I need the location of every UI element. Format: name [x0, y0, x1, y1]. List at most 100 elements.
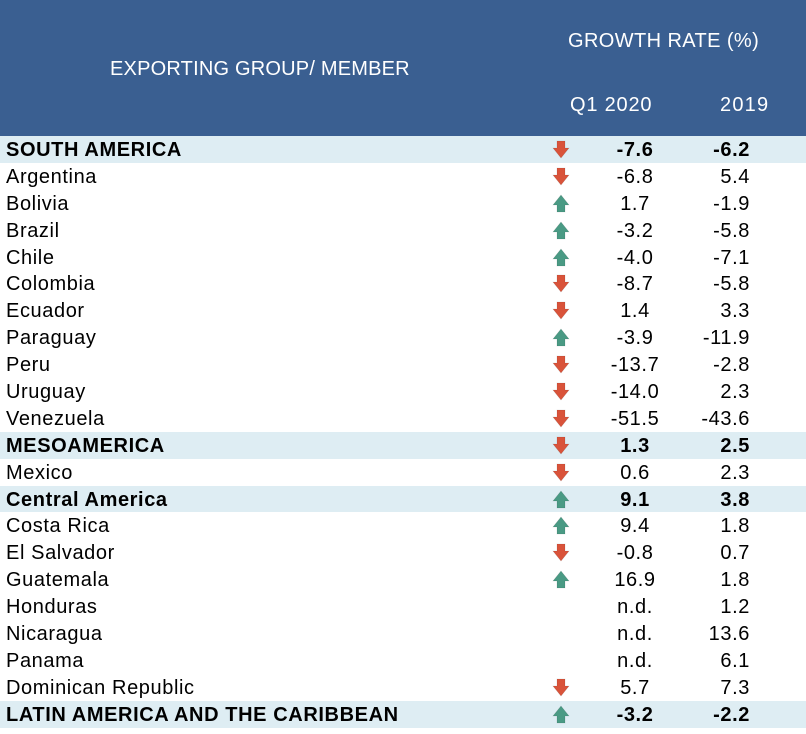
table-header: EXPORTING GROUP/ MEMBER GROWTH RATE (%) …	[0, 0, 806, 136]
arrow-down-icon	[552, 302, 570, 320]
arrow-up-icon	[552, 516, 570, 535]
arrow-down-icon	[552, 544, 570, 562]
member-name: Mexico	[6, 461, 73, 484]
table-row: Peru -13.7 -2.8	[0, 351, 806, 378]
q1-2020-value: n.d.	[617, 623, 653, 646]
arrow-up-icon	[552, 570, 570, 589]
q1-2020-value: 5.7	[620, 676, 650, 699]
2019-value: 2.3	[720, 381, 750, 404]
arrow-up-icon	[552, 194, 570, 213]
2019-value: 5.4	[720, 165, 750, 188]
arrow-down-icon	[552, 678, 570, 697]
member-name: Colombia	[6, 273, 96, 296]
table-row: Guatemala 16.9 1.8	[0, 566, 806, 593]
member-name: Paraguay	[6, 327, 97, 350]
member-name: Peru	[6, 354, 51, 377]
2019-value: -7.1	[713, 246, 750, 269]
member-name: Chile	[6, 246, 55, 269]
member-name: Costa Rica	[6, 515, 110, 538]
table-row: Argentina -6.8 5.4	[0, 163, 806, 190]
q1-2020-value: 1.7	[620, 192, 650, 215]
arrow-down-icon	[552, 409, 570, 428]
table-row: Ecuador 1.4 3.3	[0, 297, 806, 324]
q1-2020-value: -3.9	[616, 327, 654, 350]
q1-2020-value: -6.8	[616, 165, 654, 188]
2019-value: 1.8	[720, 515, 750, 538]
growth-rate-header: GROWTH RATE (%)	[568, 30, 760, 52]
q1-2020-value: -7.6	[616, 139, 654, 161]
q1-2020-value: 1.3	[620, 434, 650, 457]
2019-value: 6.1	[720, 649, 750, 672]
table-row: El Salvador -0.8 0.7	[0, 539, 806, 566]
2019-value: 13.6	[708, 623, 750, 646]
table-row: Nicaragua n.d. 13.6	[0, 620, 806, 647]
table-row: Panama n.d. 6.1	[0, 647, 806, 674]
arrow-down-icon	[552, 355, 570, 374]
q1-2020-value: -13.7	[610, 354, 660, 377]
arrow-up-icon	[552, 705, 570, 724]
member-name: Guatemala	[6, 569, 110, 592]
q1-2020-value: 1.4	[620, 300, 650, 323]
q1-2020-value: -3.2	[616, 703, 654, 726]
q1-2020-value: n.d.	[617, 649, 653, 672]
q1-2020-value: -4.0	[616, 246, 654, 269]
2019-value: 2.5	[720, 434, 750, 457]
member-name: Panama	[6, 649, 85, 672]
q1-2020-value: -0.8	[616, 542, 654, 565]
table-row: Brazil -3.2 -5.8	[0, 217, 806, 244]
q1-2020-value: -14.0	[610, 381, 660, 404]
2019-value: 3.8	[720, 488, 750, 511]
group-row: MESOAMERICA 1.3 2.5	[0, 431, 806, 459]
table-row: Mexico 0.6 2.3	[0, 459, 806, 486]
member-name: Bolivia	[6, 192, 70, 215]
2019-value: 1.2	[720, 596, 750, 619]
2019-value: 7.3	[720, 676, 750, 699]
table-row: Chile -4.0 -7.1	[0, 244, 806, 271]
table-row: Honduras n.d. 1.2	[0, 593, 806, 620]
2019-value: 0.7	[720, 542, 750, 565]
q1-2020-value: 9.1	[620, 488, 650, 511]
2019-value: -2.8	[713, 354, 750, 377]
arrow-down-icon	[552, 436, 570, 455]
2019-value: 3.3	[720, 300, 750, 323]
growth-table: SOUTH AMERICA -7.6 -6.2 Argentina -6.8 5.4 Bol…	[0, 136, 806, 728]
2019-value: -5.8	[713, 219, 750, 242]
member-name: Nicaragua	[6, 623, 103, 646]
group-row: LATIN AMERICA AND THE CARIBBEAN -3.2 -2.2	[0, 700, 806, 728]
table-row: Bolivia 1.7 -1.9	[0, 190, 806, 217]
arrow-up-icon	[552, 248, 570, 266]
2019-value: -2.2	[713, 703, 750, 726]
2019-value: -11.9	[702, 327, 750, 350]
2019-value: -43.6	[701, 407, 750, 430]
member-name: Honduras	[6, 596, 98, 619]
2019-value: 1.8	[720, 569, 750, 592]
member-name: SOUTH AMERICA	[6, 139, 182, 161]
member-name: Brazil	[6, 219, 60, 242]
group-row: Central America 9.1 3.8	[0, 485, 806, 513]
q1-2020-value: n.d.	[617, 596, 653, 619]
q1-2020-value: -51.5	[610, 407, 660, 430]
q1-2020-value: 16.9	[614, 569, 656, 592]
2019-value: -1.9	[713, 192, 750, 215]
arrow-down-icon	[552, 140, 570, 159]
member-name: MESOAMERICA	[6, 434, 165, 457]
member-name: Argentina	[6, 165, 98, 188]
member-name: Uruguay	[6, 381, 86, 404]
2019-value: -6.2	[713, 139, 750, 161]
arrow-down-icon	[552, 167, 570, 186]
arrow-up-icon	[552, 490, 570, 508]
member-name: Central America	[6, 488, 168, 511]
2019-column-header: 2019	[720, 94, 770, 116]
2019-value: 2.3	[720, 461, 750, 484]
arrow-up-icon	[552, 328, 570, 347]
member-name: Venezuela	[6, 407, 105, 430]
arrow-down-icon	[552, 275, 570, 293]
exporting-group-header: EXPORTING GROUP/ MEMBER	[110, 58, 410, 80]
table-row: Colombia -8.7 -5.8	[0, 270, 806, 297]
q1-2020-column-header: Q1 2020	[570, 94, 653, 116]
2019-value: -5.8	[713, 273, 750, 296]
arrow-down-icon	[552, 382, 570, 401]
q1-2020-value: 0.6	[620, 461, 650, 484]
q1-2020-value: 9.4	[620, 515, 650, 538]
table-row: Venezuela -51.5 -43.6	[0, 405, 806, 432]
